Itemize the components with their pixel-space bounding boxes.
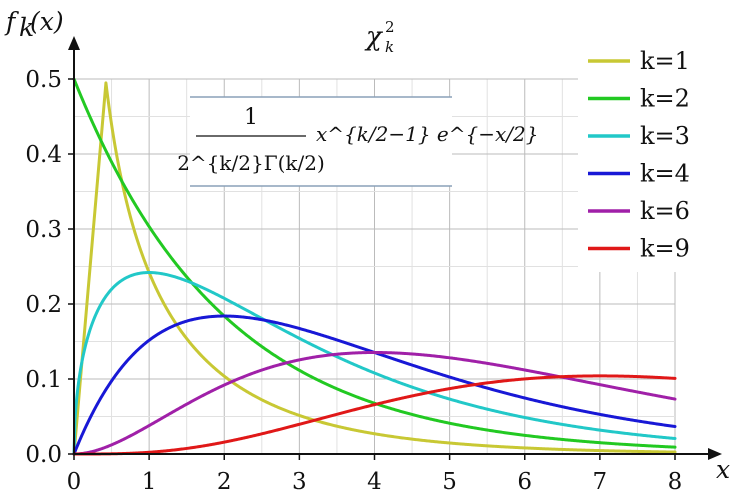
series-line-k-6 [72,351,677,456]
y-axis-arrow [68,36,80,50]
x-tick-label: 2 [217,469,232,495]
x-tick-label: 1 [142,469,157,495]
y-tick-label: 0.2 [25,292,62,318]
y-tick-label: 0.3 [25,217,62,243]
x-tick-label: 7 [593,469,608,495]
series-line-k-1 [72,81,677,456]
y-tick-label: 0.0 [25,442,62,468]
legend-label: k=2 [640,85,690,113]
formula-box: 1 2^{k/2}Γ(k/2) x^{k/2−1} e^{−x/2} [177,96,538,187]
legend: k=1 k=2 k=3 k=4 k=6 k=9 [578,40,712,272]
y-tick-label: 0.4 [25,142,62,168]
formula-background [190,97,452,186]
title-superscript: 2 [385,18,395,36]
x-tick-label: 5 [442,469,457,495]
series-curves [72,77,677,456]
legend-label: k=4 [640,160,690,188]
title-subscript: k [385,38,394,56]
axes [68,36,722,460]
y-axis-label-main: f [4,7,19,36]
x-tick-label: 3 [292,469,307,495]
series-line-k-3 [72,271,677,456]
formula-numerator: 1 [244,105,258,130]
x-axis-label: x [716,455,730,484]
x-tick-label: 0 [67,469,82,495]
y-axis-label-rest: (x) [30,7,64,36]
x-tick-label: 8 [668,469,683,495]
chart-title: χ 2 k [364,18,395,56]
title-symbol: χ [364,22,384,52]
legend-label: k=3 [640,122,690,150]
y-axis-label-sub: k [19,13,34,42]
legend-label: k=9 [640,235,690,263]
legend-background [578,40,712,272]
formula-denominator: 2^{k/2}Γ(k/2) [177,151,325,175]
series-line-k-9 [72,374,677,456]
x-tick-label: 4 [367,469,382,495]
y-tick-label: 0.1 [25,367,62,393]
x-tick-label: 6 [517,469,532,495]
y-axis-label: f k (x) [4,7,64,42]
y-ticks: 0.0 0.1 0.2 0.3 0.4 0.5 [25,67,74,468]
x-axis-arrow [708,448,722,460]
x-ticks: 0 1 2 3 4 5 6 7 8 [67,454,683,495]
legend-label: k=6 [640,197,690,225]
y-tick-label: 0.5 [25,67,62,93]
formula-body: x^{k/2−1} e^{−x/2} [316,122,538,146]
legend-label: k=1 [640,47,690,75]
